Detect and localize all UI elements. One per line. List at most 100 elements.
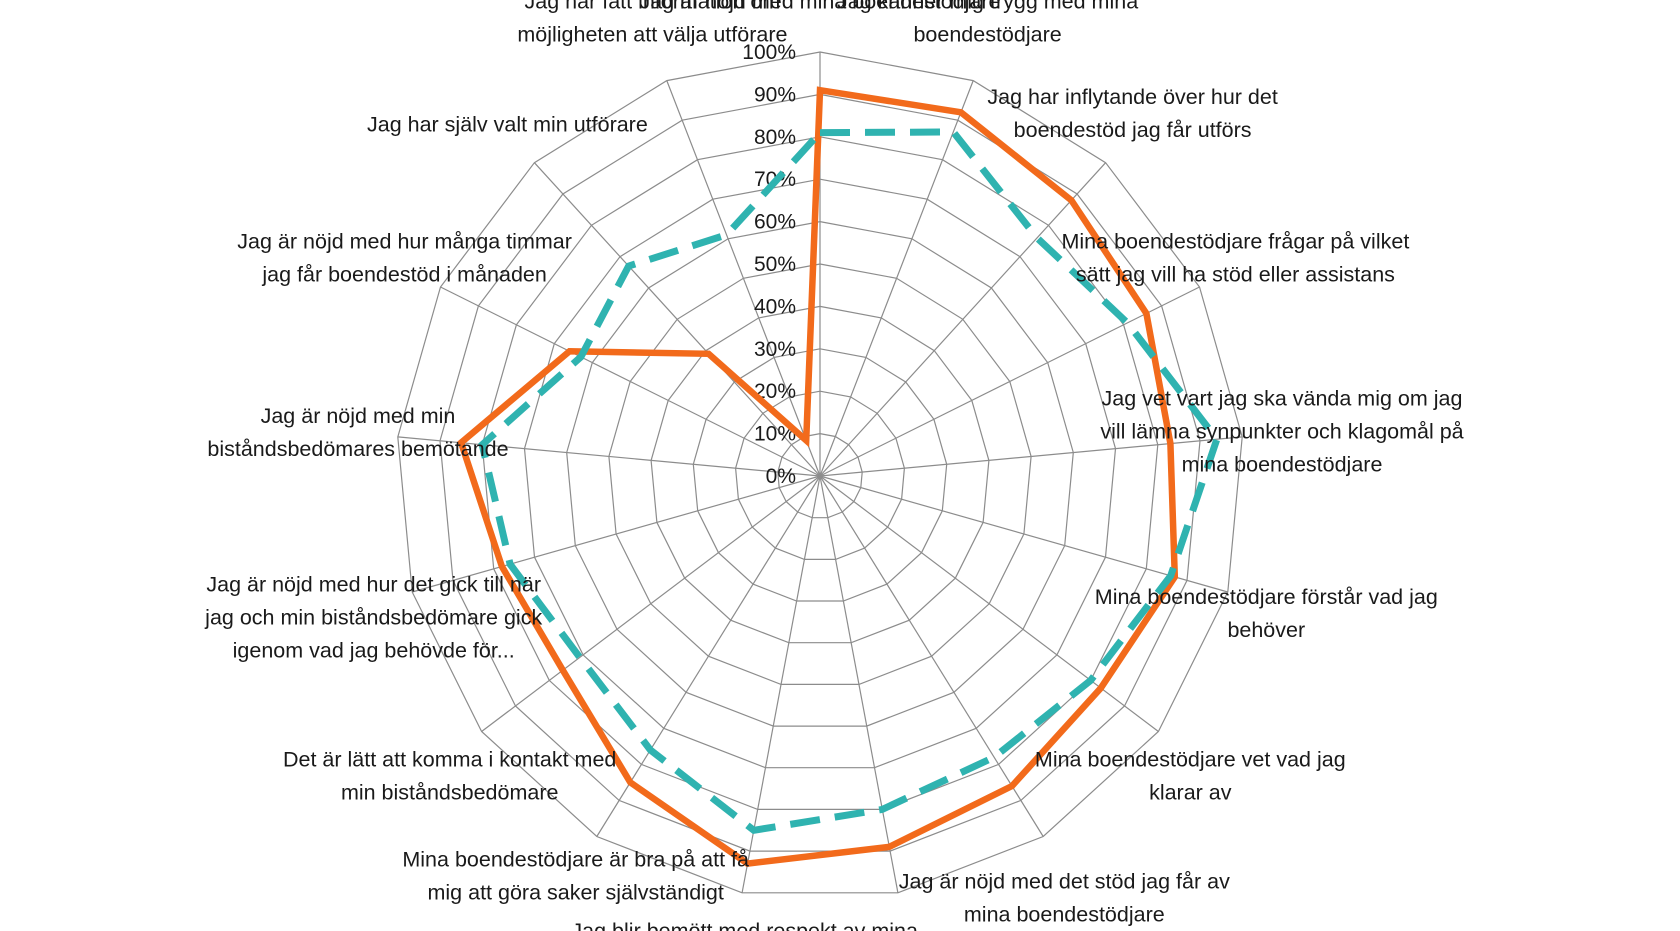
tick-label: 20%: [754, 380, 796, 403]
category-label-1: Jag känner mig trygg med mina boendestödj…: [837, 0, 1138, 46]
spoke-1: [819, 80, 974, 477]
category-label-text: Mina boendestödjare förstår vad jag behöv…: [1095, 585, 1438, 642]
category-label-15: Jag har själv valt min utförare: [367, 112, 648, 136]
category-label-6: Mina boendestödjare vet vad jag klarar av: [1035, 747, 1346, 804]
category-label-line: Jag känner mig trygg med mina: [837, 0, 1138, 13]
tick-label: 30%: [754, 338, 796, 361]
category-label-14: Jag är nöjd med hur många timmar jag får …: [237, 230, 572, 287]
series-2-line: [478, 128, 1221, 834]
category-label-line: Det är lätt att komma i kontakt med: [283, 747, 616, 771]
category-label-7: Jag är nöjd med det stöd jag får av mina …: [899, 870, 1230, 927]
category-label-line: Jag är nöjd med mina boendestödjare: [640, 0, 1001, 14]
category-label-5: Mina boendestödjare förstår vad jag behöv…: [1095, 585, 1438, 642]
spoke-9: [741, 475, 821, 893]
category-label-2: Jag har inflytande över hur det boendestö…: [987, 85, 1277, 142]
category-label-text: Jag är nöjd med min biståndsbedömares bem…: [207, 404, 508, 461]
category-label-line: klarar av: [1149, 780, 1232, 804]
category-label-line: Jag är nöjd med min: [261, 404, 456, 428]
category-label-line: mina boendestödjare: [1182, 452, 1383, 476]
grid-ring-1: [777, 432, 863, 519]
tick-label: 60%: [754, 211, 796, 234]
category-label-text: Mina boendestödjare frågar på vilket sätt…: [1062, 230, 1410, 287]
category-label-line: jag får boendestöd i månaden: [261, 263, 547, 287]
tick-label: 10%: [754, 423, 796, 446]
category-label-line: boendestödjare: [913, 22, 1061, 46]
tick-label: 100%: [742, 41, 796, 64]
category-label-text: Det är lätt att komma i kontakt med min b…: [283, 747, 616, 804]
spoke-16: [666, 80, 821, 477]
grid-ring-2: [734, 390, 906, 561]
grid-ring-9: [439, 93, 1201, 852]
category-label-0: Jag är nöjd med mina boendestödjare: [640, 0, 1001, 14]
category-label-line: jag och min biståndsbedömare gick: [204, 605, 542, 629]
spoke-12: [412, 475, 821, 593]
category-label-16: Jag har fått information om möjligheten a…: [517, 0, 787, 46]
category-label-line: min biståndsbedömare: [341, 780, 559, 804]
spoke-13: [397, 436, 821, 477]
category-label-line: biståndsbedömares bemötande: [207, 437, 508, 461]
category-label-10: Mina boendestödjare är bra på att få mig …: [402, 848, 749, 905]
category-label-text: Mina boendestödjare vet vad jag klarar av: [1035, 747, 1346, 804]
category-label-13: Jag är nöjd med min biståndsbedömares bem…: [207, 404, 508, 461]
category-label-line: Jag blir bemött med respekt av mina: [571, 919, 918, 931]
category-label-line: Jag har fått information om: [525, 0, 781, 13]
category-label-line: Mina boendestödjare är bra på att få: [402, 848, 749, 872]
category-label-line: Jag vet vart jag ska vända mig om jag: [1102, 386, 1463, 410]
spoke-11: [481, 475, 821, 732]
category-label-text: Jag vet vart jag ska vända mig om jag vil…: [1100, 386, 1463, 476]
tick-label: 0%: [766, 465, 796, 488]
spoke-2: [819, 162, 1107, 477]
category-label-text: Jag har fått information om möjligheten a…: [517, 0, 787, 46]
category-label-text: Mina boendestödjare är bra på att få mig …: [402, 848, 749, 905]
spoke-5: [819, 475, 1228, 593]
grid-ring-3: [692, 348, 948, 602]
grid-ring-5: [608, 263, 1032, 686]
category-label-text: Jag känner mig trygg med mina boendestödj…: [837, 0, 1138, 46]
category-label-line: Jag är nöjd med det stöd jag får av: [899, 870, 1230, 894]
grid-ring-7: [523, 178, 1117, 769]
category-label-line: igenom vad jag behövde för...: [233, 638, 515, 662]
category-label-12: Jag är nöjd med hur det gick till när jag…: [204, 572, 542, 662]
tick-label: 40%: [754, 295, 796, 318]
spoke-3: [819, 286, 1200, 477]
spoke-14: [440, 286, 821, 477]
tick-label: 80%: [754, 126, 796, 149]
category-label-line: Jag har inflytande över hur det: [987, 85, 1277, 109]
grid-ring-10: [397, 51, 1243, 894]
category-label-text: Jag är nöjd med hur många timmar jag får …: [237, 230, 572, 287]
tick-label: 50%: [754, 253, 796, 276]
category-label-line: behöver: [1227, 618, 1305, 642]
category-label-line: mina boendestödjare: [964, 903, 1165, 927]
category-label-text: Jag blir bemött med respekt av minaboend…: [571, 919, 918, 931]
category-label-line: boendestöd jag får utförs: [1014, 118, 1252, 142]
category-label-line: Mina boendestödjare frågar på vilket: [1062, 230, 1410, 254]
category-label-text: Jag är nöjd med mina boendestödjare: [640, 0, 1001, 14]
spoke-7: [819, 475, 1044, 837]
category-label-line: Jag är nöjd med hur det gick till när: [206, 572, 541, 596]
category-label-text: Jag har själv valt min utförare: [367, 112, 648, 136]
category-label-line: mig att göra saker självständigt: [428, 881, 724, 905]
series-1-line: [457, 86, 1179, 867]
spoke-10: [596, 475, 821, 837]
category-label-9: Jag blir bemött med respekt av minaboend…: [571, 919, 918, 931]
category-label-line: vill lämna synpunkter och klagomål på: [1100, 419, 1463, 443]
grid-ring-4: [650, 305, 990, 644]
spoke-8: [819, 475, 899, 893]
category-label-line: sätt jag vill ha stöd eller assistans: [1076, 263, 1395, 287]
category-label-text: Jag har inflytande över hur det boendestö…: [987, 85, 1277, 142]
category-label-line: möjligheten att välja utförare: [517, 22, 787, 46]
radar-grid: [397, 51, 1243, 894]
category-label-line: Mina boendestödjare förstår vad jag: [1095, 585, 1438, 609]
category-label-line: Jag är nöjd med hur många timmar: [237, 230, 572, 254]
radar-spokes: [397, 52, 1243, 893]
category-label-text: Jag är nöjd med det stöd jag får av mina …: [899, 870, 1230, 927]
tick-label: 90%: [754, 83, 796, 106]
category-label-text: Jag är nöjd med hur det gick till när jag…: [204, 572, 542, 662]
category-label-11: Det är lätt att komma i kontakt med min b…: [283, 747, 616, 804]
category-label-4: Jag vet vart jag ska vända mig om jag vil…: [1100, 386, 1463, 476]
category-label-line: Mina boendestödjare vet vad jag: [1035, 747, 1346, 771]
spoke-15: [533, 162, 821, 477]
category-label-line: Jag har själv valt min utförare: [367, 112, 648, 136]
